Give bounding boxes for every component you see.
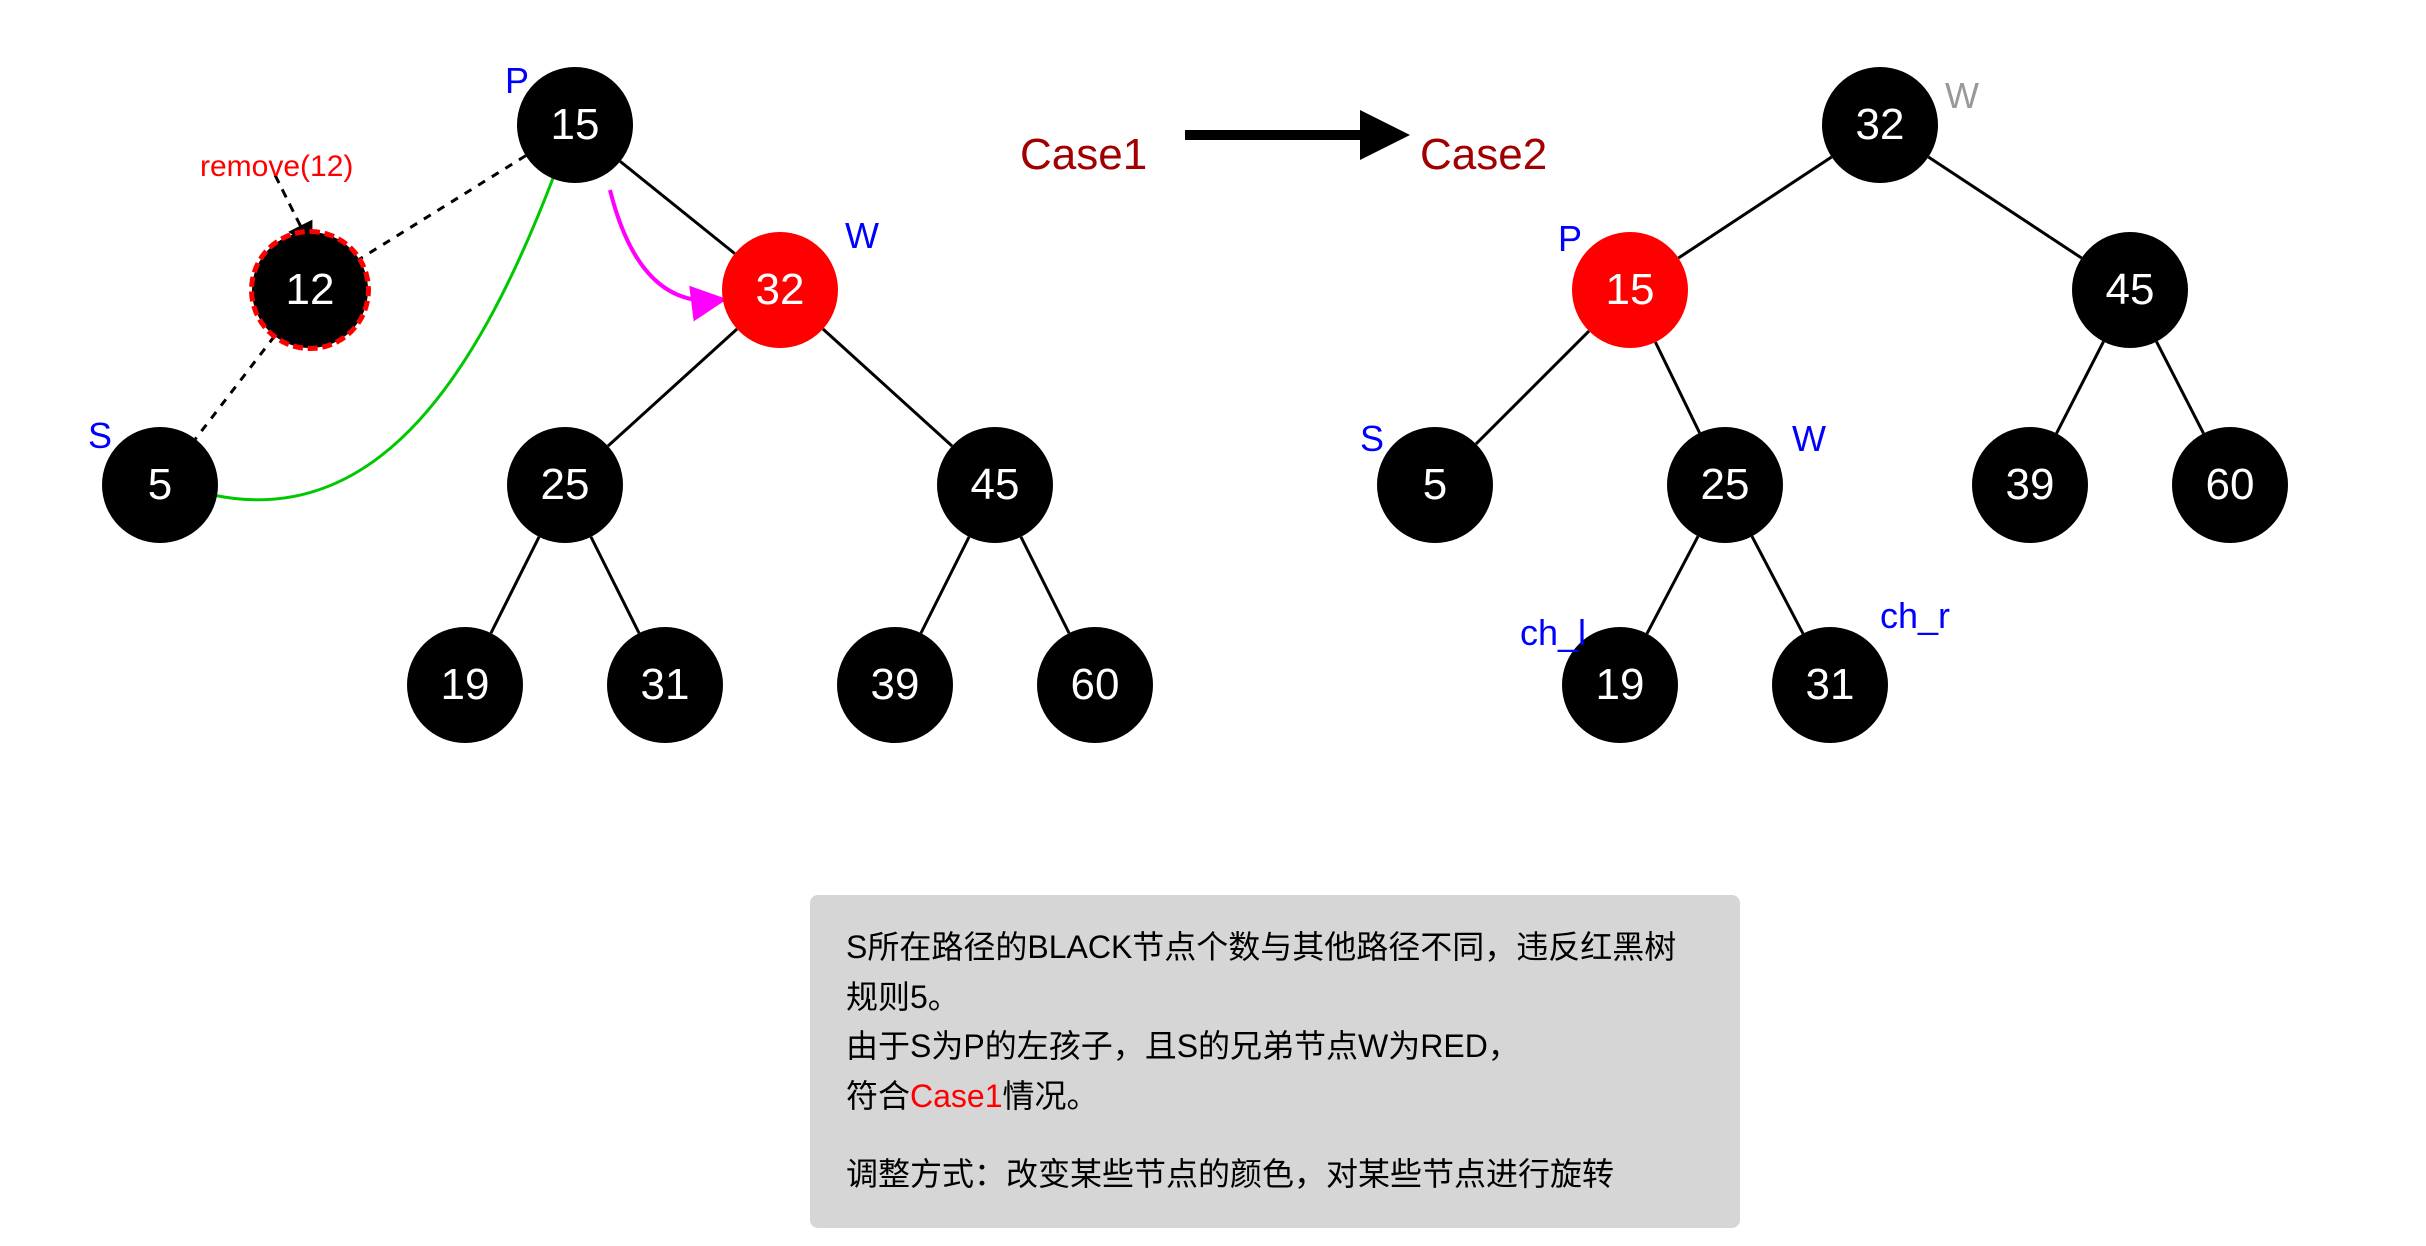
caption-line-4: 调整方式：改变某些节点的颜色，对某些节点进行旋转: [846, 1150, 1704, 1200]
tree-node-39: 39: [837, 627, 953, 743]
caption-line3-suffix: 情况。: [1003, 1078, 1099, 1114]
remove-label: remove(12): [200, 150, 353, 184]
tree-node-25: 25: [507, 427, 623, 543]
caption-spacer: [846, 1121, 1704, 1150]
label-P: P: [505, 60, 529, 102]
tree-node-5: 5: [1377, 427, 1493, 543]
label-W: W: [1792, 418, 1826, 460]
tree-node-45: 45: [2072, 232, 2188, 348]
label-S: S: [1360, 418, 1384, 460]
tree-node-19: 19: [407, 627, 523, 743]
label-W: W: [1945, 75, 1979, 117]
label-ch_r: ch_r: [1880, 595, 1950, 637]
tree-node-32: 32: [722, 232, 838, 348]
case2-label: Case2: [1420, 130, 1547, 180]
tree-node-31: 31: [1772, 627, 1888, 743]
tree-node-45: 45: [937, 427, 1053, 543]
label-ch_l: ch_l: [1520, 612, 1586, 654]
tree-node-32: 32: [1822, 67, 1938, 183]
caption-box: S所在路径的BLACK节点个数与其他路径不同，违反红黑树规则5。 由于S为P的左…: [810, 895, 1740, 1228]
tree-node-31: 31: [607, 627, 723, 743]
label-P: P: [1558, 218, 1582, 260]
caption-line3-case1: Case1: [910, 1078, 1003, 1114]
tree-node-60: 60: [2172, 427, 2288, 543]
tree-node-15: 15: [1572, 232, 1688, 348]
caption-line3-prefix: 符合: [846, 1078, 910, 1114]
caption-line-3: 符合Case1情况。: [846, 1072, 1704, 1122]
tree-node-12: 12: [252, 232, 368, 348]
tree-node-60: 60: [1037, 627, 1153, 743]
tree-node-39: 39: [1972, 427, 2088, 543]
tree-node-15: 15: [517, 67, 633, 183]
tree-node-25: 25: [1667, 427, 1783, 543]
caption-line-1: S所在路径的BLACK节点个数与其他路径不同，违反红黑树规则5。: [846, 923, 1704, 1022]
tree-node-5: 5: [102, 427, 218, 543]
case1-label: Case1: [1020, 130, 1147, 180]
label-S: S: [88, 415, 112, 457]
caption-line-2: 由于S为P的左孩子，且S的兄弟节点W为RED，: [846, 1022, 1704, 1072]
label-W: W: [845, 215, 879, 257]
